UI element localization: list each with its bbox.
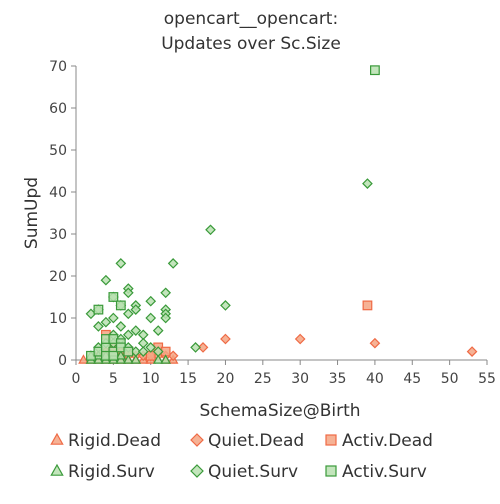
y-tick-label: 50 xyxy=(49,143,67,159)
legend-label: Quiet.Surv xyxy=(208,462,298,482)
legend-marker-activ-dead xyxy=(325,434,337,446)
x-tick-label: 0 xyxy=(72,371,81,387)
x-tick-label: 15 xyxy=(179,371,197,387)
data-point-quiet-surv xyxy=(122,329,134,341)
plot-area: 0 5 10 15 20 25 30 35 40 45 50 55 0 10 20 30 40 50 60 70 xyxy=(49,59,496,387)
x-tick-label: 10 xyxy=(142,371,160,387)
x-tick-label: 55 xyxy=(478,371,496,387)
legend-item-quiet-surv: Quiet.Surv xyxy=(190,462,298,482)
legend-item-activ-dead: Activ.Dead xyxy=(325,431,433,451)
data-point-quiet-surv xyxy=(190,342,201,353)
x-tick-label: 20 xyxy=(217,371,235,387)
y-tick-label: 40 xyxy=(49,185,67,201)
legend-marker-quiet-surv xyxy=(190,464,204,478)
x-tick-label: 25 xyxy=(254,371,272,387)
legend-item-activ-surv: Activ.Surv xyxy=(325,462,427,482)
data-point-quiet-surv xyxy=(145,295,157,307)
data-point-quiet-dead xyxy=(197,342,209,353)
legend-label: Quiet.Dead xyxy=(208,431,304,451)
data-point-quiet-surv xyxy=(130,325,142,336)
data-point-rigid-surv xyxy=(115,350,127,360)
data-point-activ-surv xyxy=(108,350,119,361)
data-point-rigid-surv xyxy=(160,354,171,364)
data-point-activ-surv xyxy=(123,346,134,357)
x-tick-label: 50 xyxy=(441,371,459,387)
data-point-rigid-dead xyxy=(78,354,89,364)
legend-marker-activ-surv xyxy=(325,465,337,477)
x-tick-label: 5 xyxy=(109,371,118,387)
y-axis-label: SumUpd xyxy=(22,177,42,249)
legend-marker-rigid-dead xyxy=(50,432,64,445)
data-point-quiet-surv xyxy=(130,304,142,315)
data-point-quiet-surv xyxy=(362,178,373,189)
data-point-activ-dead xyxy=(145,350,156,361)
series-activ-surv xyxy=(86,65,380,361)
data-point-quiet-surv xyxy=(122,287,134,299)
data-point-quiet-surv xyxy=(93,321,104,332)
y-tick-label: 20 xyxy=(49,269,67,285)
data-point-activ-dead xyxy=(362,300,373,311)
y-tick-label: 0 xyxy=(58,353,67,369)
legend-label: Rigid.Dead xyxy=(68,431,161,451)
data-point-quiet-surv xyxy=(167,258,179,269)
data-point-rigid-surv xyxy=(123,354,134,364)
legend-label: Activ.Surv xyxy=(342,462,427,482)
data-point-quiet-surv xyxy=(108,312,119,324)
data-point-quiet-surv xyxy=(100,274,112,286)
data-point-quiet-surv xyxy=(152,346,164,357)
data-point-quiet-surv xyxy=(145,342,157,353)
y-tick-label: 30 xyxy=(49,227,67,243)
data-point-quiet-surv xyxy=(115,258,127,269)
x-tick-label: 35 xyxy=(329,371,347,387)
y-tick-label: 60 xyxy=(49,101,67,117)
data-point-quiet-surv xyxy=(137,346,149,357)
data-point-quiet-surv xyxy=(160,312,172,324)
data-point-quiet-dead xyxy=(369,337,381,349)
data-point-quiet-surv xyxy=(220,300,231,311)
series-quiet-surv xyxy=(85,178,373,357)
chart-title-line-2: Updates over Sc.Size xyxy=(161,34,341,54)
x-tick-label: 45 xyxy=(403,371,421,387)
legend-marker-quiet-dead xyxy=(190,433,204,447)
data-point-activ-surv xyxy=(108,292,119,302)
legend-marker-rigid-surv xyxy=(50,463,64,476)
data-point-quiet-surv xyxy=(205,224,216,236)
data-point-quiet-surv xyxy=(152,325,164,336)
data-point-quiet-dead xyxy=(220,333,231,345)
data-point-quiet-surv xyxy=(100,316,112,328)
x-tick-label: 30 xyxy=(291,371,309,387)
legend-label: Activ.Dead xyxy=(342,431,433,451)
data-point-activ-surv xyxy=(115,300,126,311)
data-point-quiet-surv xyxy=(160,287,172,299)
data-point-quiet-surv xyxy=(122,308,134,320)
x-axis-label: SchemaSize@Birth xyxy=(199,401,360,421)
y-tick-label: 10 xyxy=(49,311,67,327)
chart-title-line-1: opencart__opencart: xyxy=(164,9,338,29)
data-point-activ-surv xyxy=(93,304,104,315)
legend-item-rigid-surv: Rigid.Surv xyxy=(50,462,155,482)
legend-item-rigid-dead: Rigid.Dead xyxy=(50,431,161,451)
data-point-quiet-surv xyxy=(145,312,157,324)
legend-label: Rigid.Surv xyxy=(68,462,155,482)
legend: Rigid.Dead Quiet.Dead Activ.Dead Rigid.Surv… xyxy=(50,431,433,482)
y-tick-label: 70 xyxy=(49,59,67,75)
data-point-rigid-surv xyxy=(130,354,142,364)
legend-item-quiet-dead: Quiet.Dead xyxy=(190,431,304,451)
data-point-rigid-surv xyxy=(152,354,164,364)
data-point-activ-surv xyxy=(370,65,380,76)
data-point-quiet-dead xyxy=(466,346,478,357)
data-point-quiet-surv xyxy=(115,321,127,332)
x-tick-label: 40 xyxy=(366,371,384,387)
data-point-quiet-dead xyxy=(294,333,306,345)
